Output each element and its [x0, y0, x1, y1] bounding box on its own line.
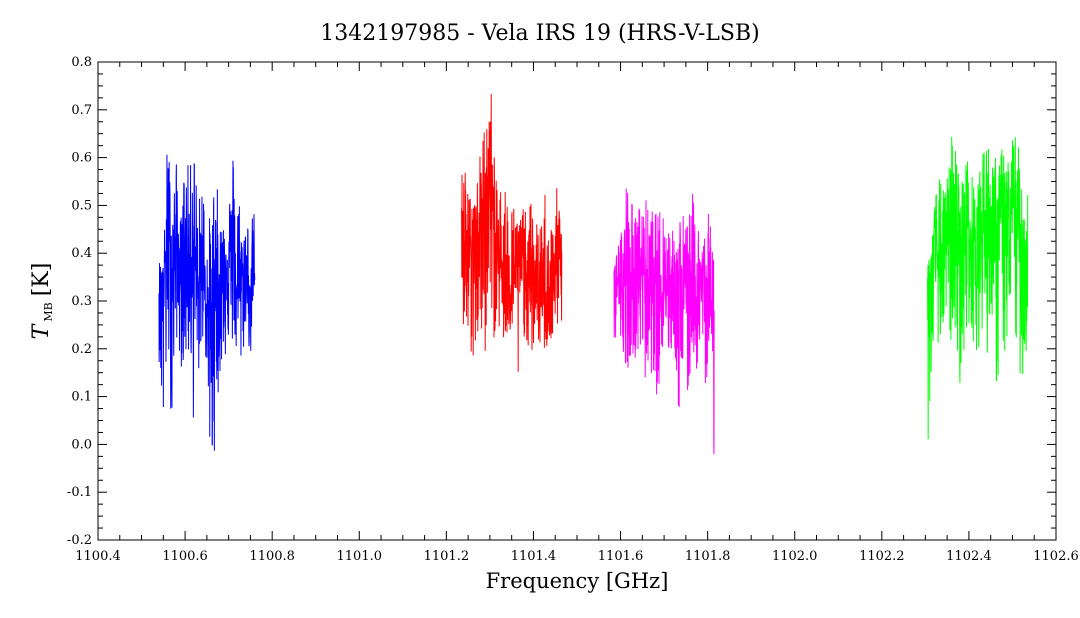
- y-axis-label-unit: [K]: [29, 263, 54, 297]
- x-tick-label: 1100.8: [249, 549, 295, 564]
- spectrum-series-3: [613, 188, 715, 455]
- series-layer: [158, 93, 1029, 455]
- x-tick-label: 1102.2: [859, 549, 905, 564]
- x-tick-label: 1102.4: [946, 549, 992, 564]
- x-tick-label: 1101.2: [424, 549, 470, 564]
- x-tick-label: 1101.8: [685, 549, 731, 564]
- y-tick-label: 0.7: [71, 103, 92, 118]
- y-axis-label-symbol: T: [29, 322, 54, 339]
- spectrum-series-2: [461, 93, 563, 372]
- x-tick-label: 1102.6: [1033, 549, 1079, 564]
- y-tick-label: 0.6: [71, 151, 92, 166]
- x-tick-label: 1100.4: [75, 549, 121, 564]
- y-tick-label: -0.2: [67, 533, 92, 548]
- chart-title: 1342197985 - Vela IRS 19 (HRS-V-LSB): [320, 21, 760, 46]
- y-tick-label: -0.1: [67, 485, 92, 500]
- spectrum-series-1: [158, 154, 256, 451]
- x-tick-label: 1100.6: [162, 549, 208, 564]
- x-tick-label: 1101.6: [598, 549, 644, 564]
- spectrum-series-4: [927, 136, 1029, 440]
- y-tick-label: 0.1: [71, 390, 92, 405]
- y-tick-label: 0.5: [71, 198, 92, 213]
- plot-frame: [97, 61, 1057, 541]
- y-tick-label: 0.8: [71, 55, 92, 70]
- y-tick-label: 0.0: [71, 437, 92, 452]
- y-tick-label: 0.3: [71, 294, 92, 309]
- svg-text:TMB[K]: TMB [K]: [29, 263, 55, 340]
- x-tick-label: 1101.0: [337, 549, 383, 564]
- x-axis-label: Frequency [GHz]: [486, 569, 669, 593]
- y-axis-ticks: -0.2 -0.1 0.0 0.1 0.2 0.3 0.4 0.5 0.6 0.7 0.8: [67, 55, 1056, 548]
- x-tick-label: 1102.0: [772, 549, 818, 564]
- x-axis-ticks: 1100.4 1100.6 1100.8 1101.0 1101.2 1101.4 1101…: [75, 62, 1079, 564]
- y-axis-label: TMB [K]: [29, 263, 55, 340]
- x-tick-label: 1101.4: [511, 549, 557, 564]
- y-axis-label-subscript: MB: [42, 302, 55, 321]
- y-tick-label: 0.4: [71, 246, 92, 261]
- y-tick-label: 0.2: [71, 342, 92, 357]
